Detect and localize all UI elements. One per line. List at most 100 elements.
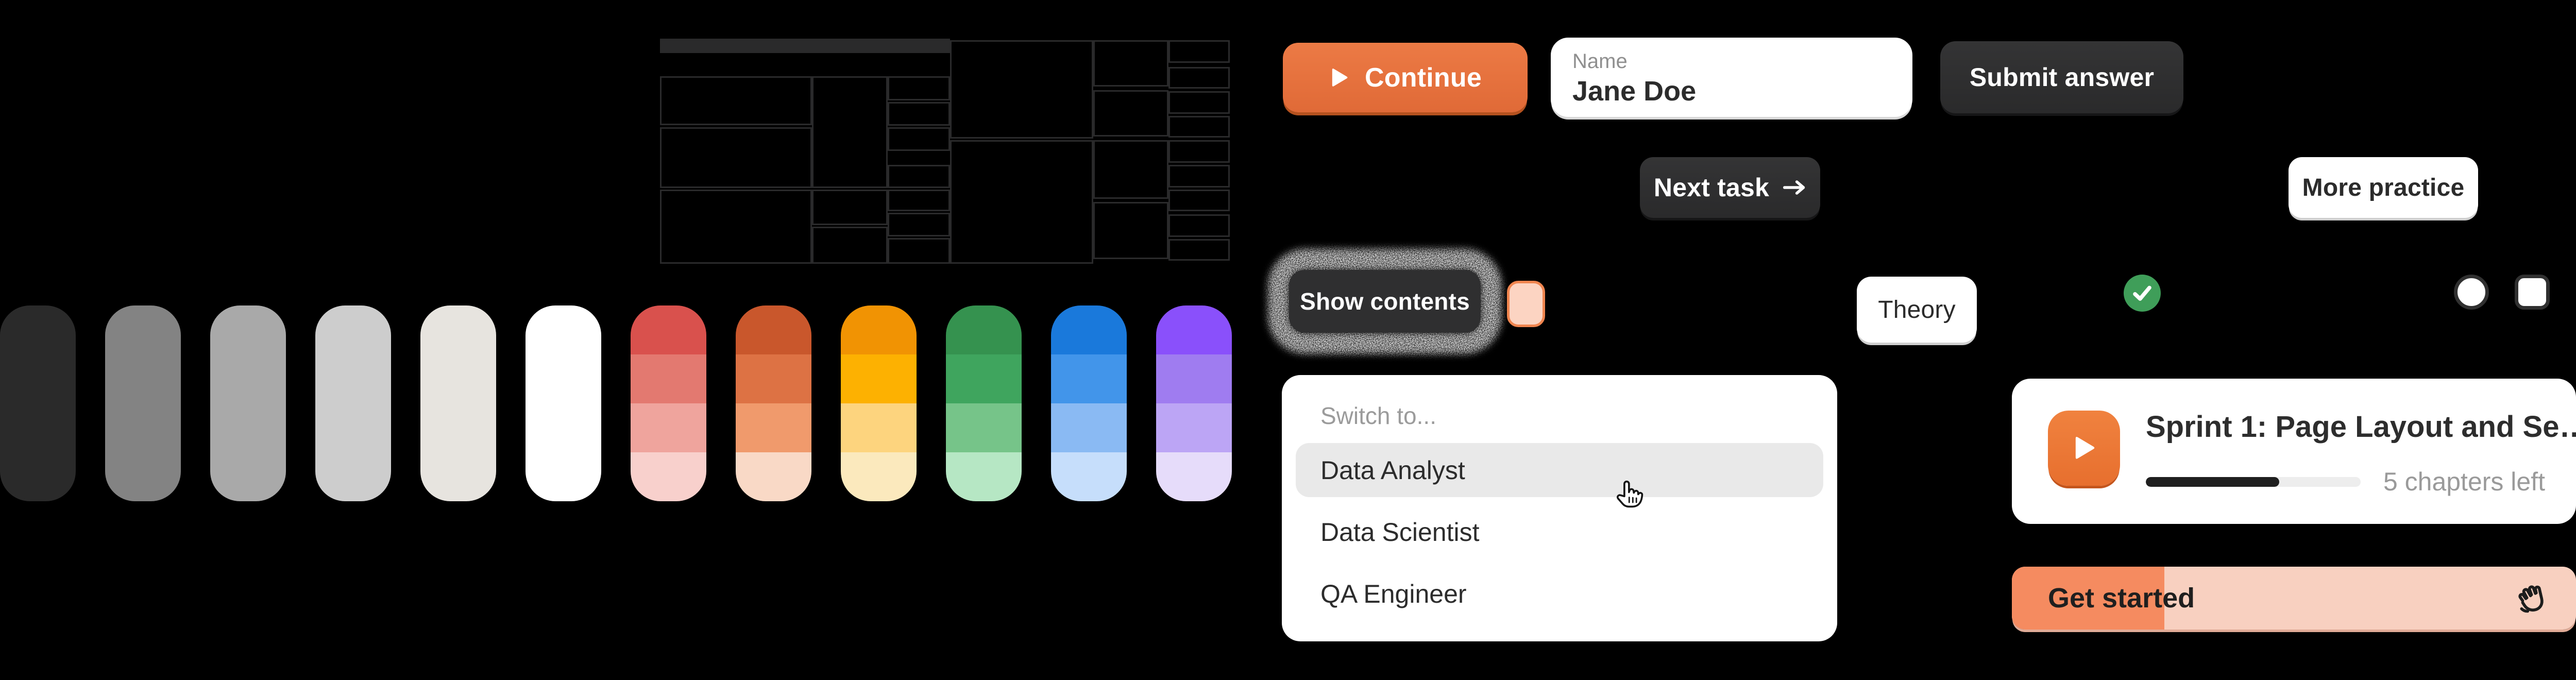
wireframe-cell	[1168, 67, 1230, 89]
name-field[interactable]: Name Jane Doe	[1551, 38, 1912, 117]
sprint-play-button[interactable]	[2048, 411, 2120, 486]
play-icon	[1332, 68, 1348, 87]
dropdown-option-data-scientist[interactable]: Data Scientist	[1320, 517, 1480, 547]
swatch-step	[1051, 354, 1127, 403]
color-swatch-red	[631, 305, 706, 501]
color-swatch-green	[946, 305, 1022, 501]
continue-label: Continue	[1365, 62, 1482, 93]
color-swatch-gray-300	[315, 305, 391, 501]
success-check-badge	[2124, 275, 2161, 312]
swatch-step	[1051, 452, 1127, 501]
submit-answer-label: Submit answer	[1969, 63, 2155, 92]
swatch-step	[631, 354, 706, 403]
swatch-step	[1051, 305, 1127, 354]
dropdown-option-data-analyst[interactable]: Data Analyst	[1296, 443, 1823, 497]
color-swatch-orange-red	[736, 305, 811, 501]
get-started-fill	[2012, 567, 2164, 630]
swatch-step	[841, 403, 917, 452]
color-swatch-blue	[1051, 305, 1127, 501]
swatch-step	[841, 354, 917, 403]
swatch-step	[841, 452, 917, 501]
color-swatch-gray-600	[105, 305, 181, 501]
wireframe-cell	[1168, 214, 1230, 237]
swatch-step	[736, 403, 811, 452]
wireframe-cell	[1168, 116, 1230, 138]
next-task-label: Next task	[1653, 173, 1770, 202]
sprint-progress-fill	[2146, 477, 2279, 487]
submit-answer-button[interactable]: Submit answer	[1940, 41, 2183, 113]
color-swatch-gray-900	[0, 305, 76, 501]
swatch-step	[946, 452, 1022, 501]
swatch-step	[841, 305, 917, 354]
continue-button[interactable]: Continue	[1283, 43, 1528, 112]
wireframe-cell	[888, 213, 950, 236]
wireframe-header-bar	[660, 39, 950, 53]
pointer-hand-cursor-icon	[1616, 480, 1643, 508]
noise-halo	[1268, 249, 1502, 354]
wireframe-cell	[1168, 190, 1230, 211]
swatch-step	[1156, 403, 1232, 452]
checkbox-unchecked[interactable]	[2515, 275, 2550, 310]
get-started-button[interactable]: Get started	[2012, 567, 2576, 630]
swatch-step	[946, 354, 1022, 403]
name-field-value: Jane Doe	[1572, 76, 1697, 107]
swatch-step	[1156, 305, 1232, 354]
theory-label: Theory	[1878, 296, 1956, 324]
wireframe-cell	[1093, 140, 1168, 199]
swatch-step	[736, 354, 811, 403]
wireframe-cell	[1093, 90, 1168, 137]
wireframe-cell	[1168, 239, 1230, 261]
wireframe-cell	[1168, 40, 1230, 63]
color-swatch-white	[526, 305, 601, 501]
color-palette	[0, 305, 1232, 501]
sprint-title: Sprint 1: Page Layout and Se…	[2146, 410, 2576, 444]
wireframe-cell	[812, 227, 888, 264]
get-started-label: Get started	[2048, 583, 2195, 614]
dropdown-option-qa-engineer[interactable]: QA Engineer	[1320, 579, 1467, 608]
swatch-step	[631, 305, 706, 354]
show-contents-button[interactable]: Show contents	[1289, 270, 1481, 333]
dropdown-placeholder: Switch to...	[1320, 402, 1436, 429]
wireframe-cell	[888, 165, 950, 188]
peach-color-chip[interactable]	[1507, 281, 1545, 327]
sprint-progress-bar	[2146, 477, 2361, 487]
wave-hand-icon	[2518, 585, 2544, 613]
play-icon	[2075, 437, 2095, 459]
chapters-left-label: 5 chapters left	[2383, 467, 2545, 496]
wireframe-cell	[812, 76, 888, 188]
sprint-progress-card[interactable]: Sprint 1: Page Layout and Se… 5 chapters…	[2012, 379, 2576, 524]
swatch-step	[736, 305, 811, 354]
wireframe-cell	[1168, 91, 1230, 114]
wireframe-cell	[660, 190, 812, 264]
color-swatch-gray-400	[210, 305, 286, 501]
checkmark-icon	[2133, 285, 2151, 301]
swatch-step	[631, 452, 706, 501]
wireframe-cell	[888, 76, 950, 100]
color-swatch-gray-100	[420, 305, 496, 501]
swatch-step	[946, 403, 1022, 452]
more-practice-label: More practice	[2302, 174, 2465, 201]
swatch-step	[1051, 403, 1127, 452]
wireframe-cell	[1093, 202, 1168, 259]
color-swatch-purple	[1156, 305, 1232, 501]
swatch-step	[736, 452, 811, 501]
more-practice-button[interactable]: More practice	[2289, 157, 2478, 218]
wireframe-cell	[1168, 165, 1230, 188]
swatch-step	[1156, 452, 1232, 501]
wireframe-cell	[1168, 140, 1230, 163]
wireframe-cell	[888, 102, 950, 126]
theory-pill[interactable]: Theory	[1857, 277, 1977, 343]
dropdown-option-list: Data Analyst Data Scientist QA Engineer	[1282, 443, 1837, 621]
wireframe-cell	[950, 140, 1093, 264]
next-task-button[interactable]: Next task	[1640, 157, 1820, 218]
swatch-step	[1156, 354, 1232, 403]
wireframe-cell	[888, 190, 950, 211]
radio-unchecked[interactable]	[2454, 275, 2489, 310]
wireframe-cell	[888, 238, 950, 264]
arrow-right-icon	[1783, 180, 1805, 195]
wireframe-cell	[660, 127, 812, 188]
wireframe-cell	[1093, 40, 1168, 87]
swatch-step	[631, 403, 706, 452]
wireframe-cell	[888, 127, 950, 151]
wireframe-layout-mockup	[660, 39, 1230, 264]
